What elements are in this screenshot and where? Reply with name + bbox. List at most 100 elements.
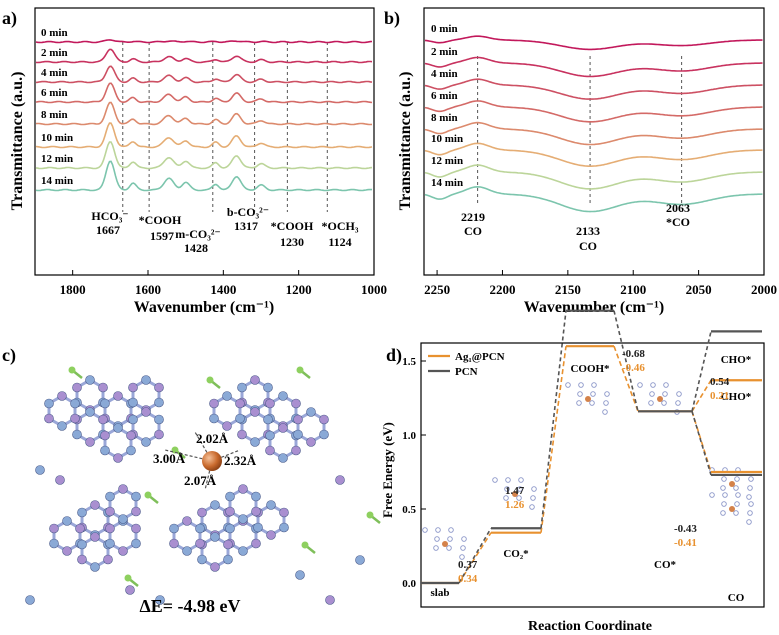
adsorbate-atom xyxy=(734,476,740,482)
adsorbate-ag-atom xyxy=(729,506,735,512)
panel-b-marker-name: CO xyxy=(464,224,482,238)
molecule-atom xyxy=(195,523,205,534)
adsorbate-atom xyxy=(661,400,667,406)
adsorbate-atom xyxy=(721,476,727,482)
energy-connector xyxy=(691,379,712,412)
molecule-atom xyxy=(319,414,329,425)
panel-d-xlabel: Reaction Coordinate xyxy=(528,619,652,634)
molecule-atom xyxy=(291,445,301,456)
panel-a-series-curve xyxy=(35,39,373,44)
panel-d-ylabel: Free Energy (eV) xyxy=(380,422,395,518)
substituent-atom xyxy=(144,491,152,499)
adsorbate-atom xyxy=(446,545,452,551)
molecule-atom xyxy=(195,538,205,549)
adsorbate-atom xyxy=(591,382,597,388)
molecule-atom xyxy=(265,398,275,409)
molecule-atom xyxy=(131,523,141,534)
molecule-atom xyxy=(238,546,248,556)
step-energy-ag: 0.34 xyxy=(458,573,478,585)
molecule-atom xyxy=(355,555,365,565)
molecule-atom xyxy=(154,397,164,408)
molecule-atom xyxy=(128,414,138,425)
panel-b-marker-value: 2219 xyxy=(461,210,485,224)
molecule-atom xyxy=(278,453,288,463)
panel-a-series-curve xyxy=(35,48,373,64)
molecule-atom xyxy=(62,516,72,526)
panel-a-series-labels: 0 min 2 min 4 min 6 min 8 min 10 min 12 min 14 … xyxy=(41,27,73,187)
adsorbate-atom xyxy=(650,382,656,388)
panel-d-y-ticks: 0.0 0.5 1.0 1.5 xyxy=(402,356,426,590)
molecule-atom xyxy=(57,421,67,431)
molecule-atom xyxy=(126,430,136,441)
molecule-atom xyxy=(128,397,138,408)
molecule-atom xyxy=(154,429,164,440)
molecule-atom xyxy=(131,491,141,502)
energy-connector xyxy=(613,345,639,412)
molecule-atom xyxy=(72,382,82,393)
step-energy-ag: -0.46 xyxy=(622,362,645,374)
energy-connector xyxy=(458,527,492,584)
molecule-atom xyxy=(90,532,100,542)
panel-a-tick-label: 1400 xyxy=(210,282,236,297)
molecule-atom xyxy=(306,437,316,447)
panel-b-series-label: 8 min xyxy=(431,112,458,124)
molecule-atom xyxy=(105,523,115,534)
step-energy-pcn: -0.43 xyxy=(674,523,697,535)
state-label: slab xyxy=(431,587,450,599)
adsorbate-atom xyxy=(748,476,754,482)
panel-d-legend: Ag₁@PCN PCN xyxy=(428,351,505,378)
molecule-atom xyxy=(44,413,54,424)
adsorbate-ag-atom xyxy=(512,491,518,497)
molecule-atom xyxy=(235,413,245,424)
molecule-atom xyxy=(100,398,110,409)
step-energy-pcn: 0.37 xyxy=(458,559,478,571)
molecule-atom xyxy=(113,453,123,463)
panel-b-marker-name: CO xyxy=(579,239,597,253)
molecule-atom xyxy=(223,554,233,565)
substituent-atom xyxy=(124,574,132,582)
distance-label-4: 2.07Å xyxy=(184,473,217,488)
panel-b-frame xyxy=(423,7,765,276)
panel-b-x-ticks: 2250 2200 2150 2100 2050 2000 xyxy=(424,270,777,297)
binding-energy: ΔE= -4.98 eV xyxy=(139,596,240,616)
state-label: CO₂* xyxy=(503,548,529,560)
panel-a-marker-value: 1667 xyxy=(96,223,120,237)
adsorbate-atom xyxy=(709,492,715,498)
molecule-atom xyxy=(77,539,87,550)
molecule-atom xyxy=(118,546,128,556)
panel-a-marker-value: 1317 xyxy=(234,219,258,233)
panel-d-tick-label: 0.0 xyxy=(402,578,416,590)
molecule-atom xyxy=(209,413,219,424)
adsorbate-atom xyxy=(603,400,609,406)
substituent-atom xyxy=(68,366,76,374)
adsorbate-atom xyxy=(504,486,510,492)
adsorbate-atom xyxy=(734,501,740,507)
energy-connector xyxy=(540,346,567,533)
molecule-atom xyxy=(105,506,115,517)
molecule-atom xyxy=(251,491,261,502)
panel-b-ylabel: Transmittance (a.u.) xyxy=(397,72,414,211)
adsorbate-ag-atom xyxy=(729,481,735,487)
molecule-atom xyxy=(85,407,95,417)
molecule-atom xyxy=(265,445,275,456)
molecule-atom xyxy=(210,562,220,572)
energy-connector xyxy=(540,310,567,529)
adsorbate-atom xyxy=(565,382,571,388)
adsorbate-atom xyxy=(518,477,524,483)
molecule-atom xyxy=(295,570,305,580)
adsorbate-atom xyxy=(447,536,453,542)
molecule-atom xyxy=(25,595,35,605)
molecule-atom xyxy=(335,475,345,485)
panel-a-ftir: a) 0 min 2 min 4 min 6 min 8 min 10 min 12 min… xyxy=(2,7,387,316)
panel-d-letter: d) xyxy=(386,345,402,366)
panel-d-tick-label: 1.5 xyxy=(402,356,416,368)
substituent-atom xyxy=(296,366,304,374)
state-label: CHO* xyxy=(721,391,752,403)
panel-c-letter: c) xyxy=(2,345,16,366)
panel-a-series-label: 2 min xyxy=(41,47,68,59)
state-label: CHO* xyxy=(721,354,752,366)
molecule-atom xyxy=(113,423,123,433)
molecule-atom xyxy=(251,538,261,549)
adsorbate-atom xyxy=(746,494,752,500)
